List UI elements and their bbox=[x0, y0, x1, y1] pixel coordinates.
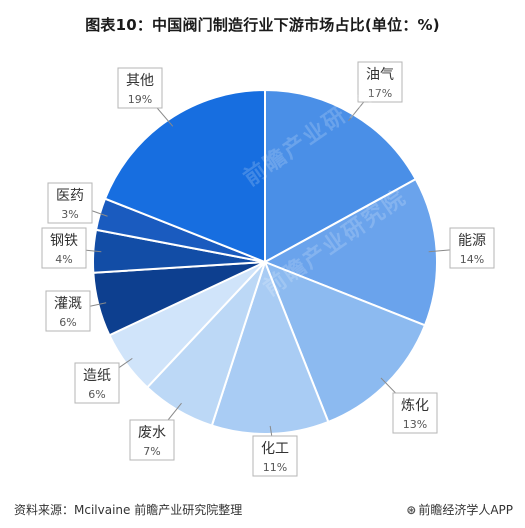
slice-label-box bbox=[47, 182, 93, 224]
slice-value-label: 19% bbox=[128, 93, 152, 106]
slice-label: 灌溉 bbox=[54, 296, 82, 312]
slice-label-box bbox=[392, 392, 438, 434]
slice-label-box bbox=[449, 227, 495, 269]
slice-label-box bbox=[129, 419, 175, 461]
slice-label: 造纸 bbox=[83, 368, 111, 384]
slice-label-box bbox=[357, 61, 403, 103]
slice-value-label: 11% bbox=[263, 461, 287, 474]
brand-text: 前瞻经济学人APP bbox=[418, 503, 513, 517]
slice-label-box bbox=[45, 290, 91, 332]
slice-label: 其他 bbox=[126, 73, 154, 89]
pie-slice-化工 bbox=[210, 259, 330, 435]
slice-label-box bbox=[117, 67, 163, 109]
pie-slice-油气 bbox=[264, 88, 418, 264]
pie-slice-其他 bbox=[103, 88, 266, 264]
slice-label: 油气 bbox=[366, 67, 394, 83]
slice-label: 钢铁 bbox=[50, 233, 78, 249]
brand-note: ⊛ 前瞻经济学人APP bbox=[406, 501, 513, 518]
slice-label: 废水 bbox=[138, 425, 166, 441]
slice-value-label: 4% bbox=[55, 253, 72, 266]
slice-label: 炼化 bbox=[401, 398, 429, 414]
slice-value-label: 17% bbox=[368, 87, 392, 100]
slice-value-label: 13% bbox=[403, 418, 427, 431]
slice-label-box bbox=[74, 362, 120, 404]
slice-value-label: 6% bbox=[59, 316, 76, 329]
slice-value-label: 3% bbox=[61, 208, 78, 221]
slice-value-label: 14% bbox=[460, 253, 484, 266]
slice-label: 化工 bbox=[261, 441, 289, 457]
slice-value-label: 7% bbox=[143, 445, 160, 458]
slice-label-box bbox=[252, 435, 298, 477]
slice-value-label: 6% bbox=[88, 388, 105, 401]
slice-label: 医药 bbox=[56, 188, 84, 204]
slice-label: 能源 bbox=[458, 233, 486, 249]
slice-label-box bbox=[41, 227, 87, 269]
chart-title: 图表10：中国阀门制造行业下游市场占比(单位：%) bbox=[85, 16, 440, 34]
source-note: 资料来源：Mcilvaine 前瞻产业研究院整理 bbox=[14, 503, 243, 517]
brand-logo-icon: ⊛ bbox=[406, 503, 417, 517]
